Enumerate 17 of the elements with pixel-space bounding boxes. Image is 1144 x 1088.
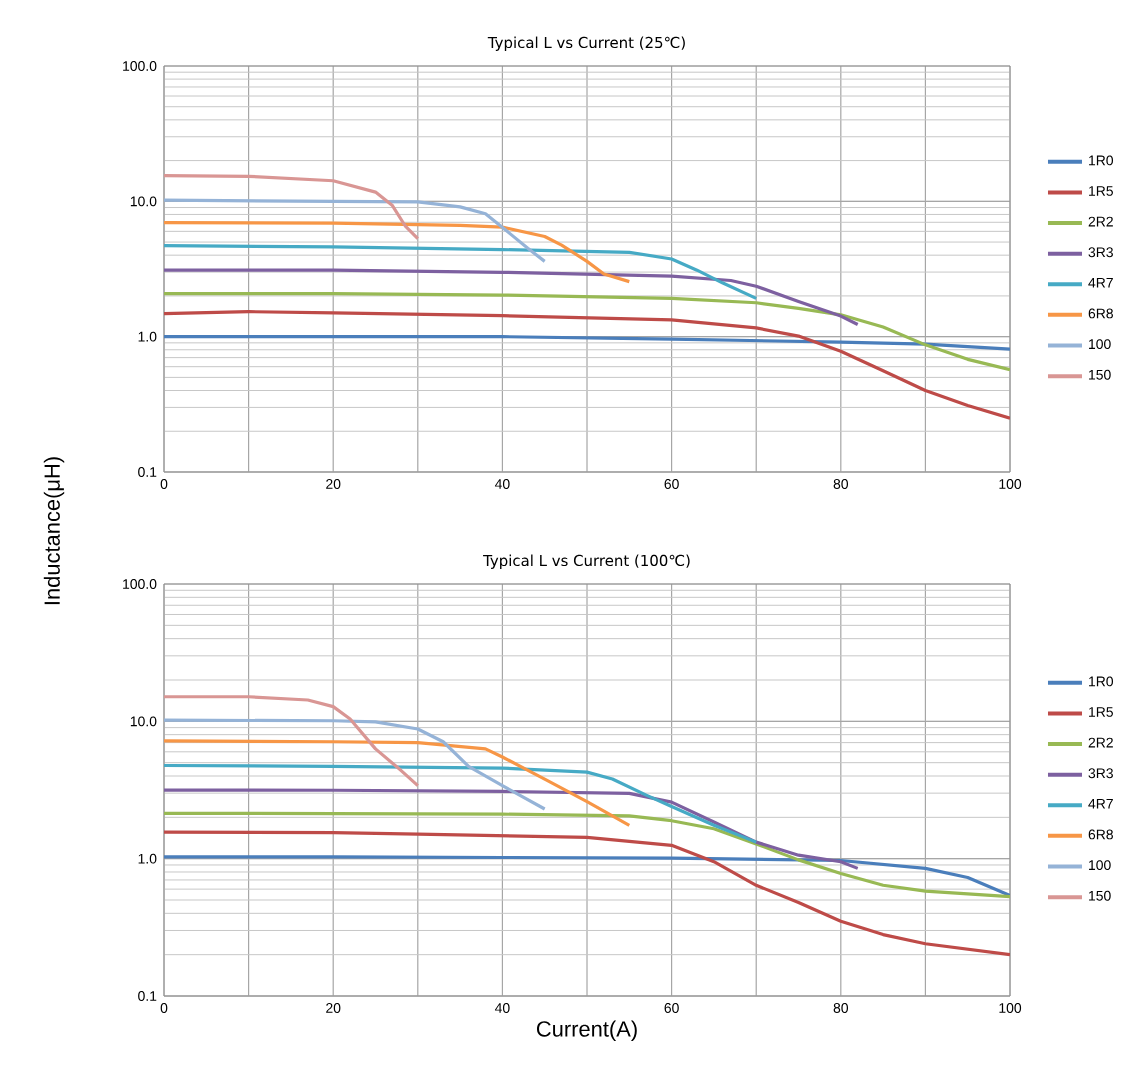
x-axis-title: Current(A) (536, 1020, 637, 1042)
line-series (164, 718, 547, 811)
line-series (164, 855, 1011, 898)
line-series (164, 292, 1011, 372)
line-series (164, 268, 860, 327)
y-axis-title: Inductance(μH) (43, 457, 65, 605)
line-series (164, 173, 420, 241)
line-series (164, 811, 1011, 899)
line-series (164, 221, 631, 284)
line-series (164, 763, 758, 844)
line-series (164, 830, 1011, 957)
line-series (164, 739, 631, 827)
line-series (164, 244, 758, 300)
line-series (164, 310, 1011, 420)
line-series (164, 198, 547, 263)
line-series (164, 788, 860, 870)
line-series (164, 695, 420, 788)
